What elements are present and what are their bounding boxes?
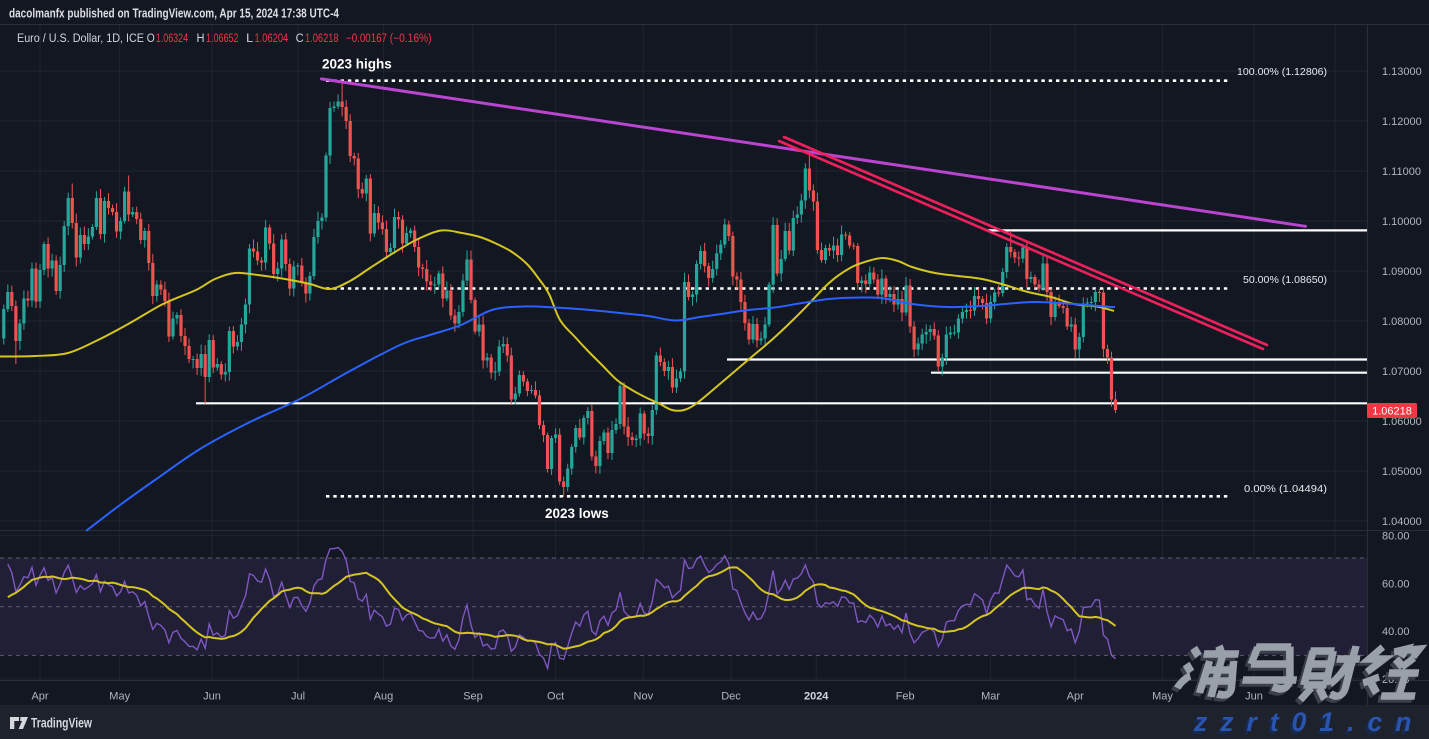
svg-text:zzrt01.cn: zzrt01.cn [1190, 710, 1421, 739]
svg-text:1.06204: 1.06204 [255, 33, 289, 45]
svg-text:1.06324: 1.06324 [156, 33, 189, 45]
svg-text:L: L [246, 33, 254, 45]
svg-text:2023 highs: 2023 highs [322, 57, 392, 72]
svg-text:Apr: Apr [31, 691, 48, 703]
svg-text:C: C [296, 33, 304, 45]
svg-text:Feb: Feb [896, 691, 915, 703]
svg-text:Dec: Dec [721, 691, 741, 703]
svg-text:O: O [147, 33, 155, 45]
svg-text:H: H [197, 33, 205, 45]
svg-text:Jun: Jun [203, 691, 221, 703]
svg-text:1.07000: 1.07000 [1382, 366, 1422, 378]
svg-text:Nov: Nov [634, 691, 654, 703]
svg-text:Apr: Apr [1067, 691, 1084, 703]
svg-text:Euro / U.S. Dollar, 1D, ICE: Euro / U.S. Dollar, 1D, ICE [17, 33, 144, 45]
svg-text:zzrt01.cn: zzrt01.cn [1193, 707, 1424, 737]
svg-text:1.12000: 1.12000 [1382, 116, 1422, 128]
svg-text:Aug: Aug [374, 691, 394, 703]
svg-text:2023 lows: 2023 lows [545, 506, 609, 521]
svg-text:50.00% (1.08650): 50.00% (1.08650) [1243, 274, 1327, 286]
svg-text:1.06218: 1.06218 [1372, 406, 1412, 418]
svg-text:dacolmanfx published on Tradin: dacolmanfx published on TradingView.com,… [9, 7, 339, 21]
svg-text:1.10000: 1.10000 [1382, 216, 1422, 228]
svg-text:TradingView: TradingView [31, 716, 92, 731]
svg-text:80.00: 80.00 [1382, 531, 1410, 543]
svg-text:0.00% (1.04494): 0.00% (1.04494) [1244, 483, 1327, 495]
svg-text:1.06652: 1.06652 [206, 33, 239, 45]
svg-text:60.00: 60.00 [1382, 578, 1410, 590]
svg-text:1.05000: 1.05000 [1382, 466, 1422, 478]
svg-text:40.00: 40.00 [1382, 626, 1410, 638]
svg-text:Sep: Sep [463, 691, 483, 703]
svg-text:1.06218: 1.06218 [305, 33, 339, 45]
svg-text:1.04000: 1.04000 [1382, 516, 1422, 528]
svg-text:Jun: Jun [1245, 691, 1263, 703]
svg-text:−0.00167: −0.00167 [346, 33, 387, 45]
svg-text:1.13000: 1.13000 [1382, 66, 1422, 78]
svg-text:1.09000: 1.09000 [1382, 266, 1422, 278]
svg-text:Oct: Oct [547, 691, 564, 703]
svg-text:100.00% (1.12806): 100.00% (1.12806) [1237, 66, 1327, 78]
svg-text:May: May [109, 691, 130, 703]
svg-text:Mar: Mar [981, 691, 1000, 703]
svg-text:May: May [1152, 691, 1173, 703]
svg-text:Jul: Jul [291, 691, 305, 703]
svg-text:1.11000: 1.11000 [1382, 166, 1421, 178]
svg-text:(−0.16%): (−0.16%) [390, 33, 432, 45]
svg-text:1.08000: 1.08000 [1382, 316, 1422, 328]
svg-text:2024: 2024 [804, 691, 829, 703]
svg-text:1.06000: 1.06000 [1382, 416, 1422, 428]
